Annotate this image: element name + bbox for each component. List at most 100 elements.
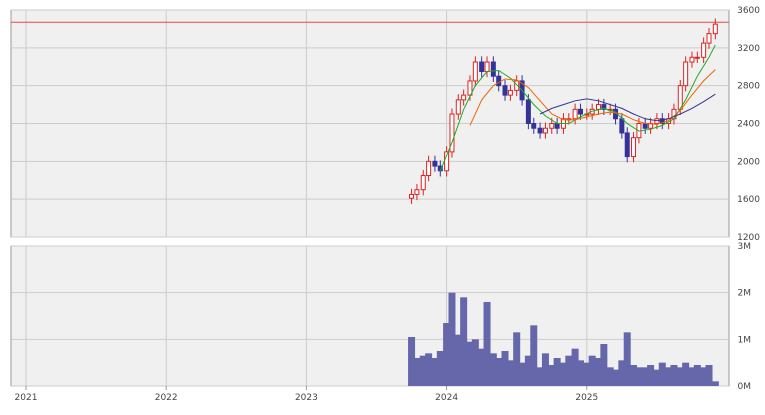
- volume-bar: [478, 348, 486, 386]
- candle-body: [689, 56, 695, 63]
- candle-body: [420, 175, 426, 191]
- volume-bar: [670, 365, 678, 386]
- volume-bar: [565, 355, 573, 386]
- volume-bar: [436, 351, 444, 386]
- volume-tick-label: 2M: [738, 289, 752, 299]
- candle-body: [514, 80, 520, 91]
- candle-body: [572, 108, 578, 120]
- volume-bar: [658, 362, 666, 386]
- volume-bar: [700, 367, 708, 386]
- candle-body: [484, 61, 490, 72]
- volume-plot-area: [10, 245, 730, 387]
- candle-body: [449, 113, 455, 153]
- volume-bar: [454, 334, 462, 386]
- volume-bar: [483, 302, 491, 386]
- volume-bar: [588, 355, 596, 386]
- volume-bar: [530, 325, 538, 386]
- volume-bar: [489, 353, 497, 386]
- volume-bar: [460, 297, 468, 386]
- volume-bar: [518, 362, 526, 386]
- x-tick-label: 2025: [575, 393, 598, 403]
- volume-bar: [618, 360, 626, 386]
- candle-body: [642, 123, 648, 129]
- x-tick-label: 2024: [435, 393, 458, 403]
- candle-body: [619, 118, 625, 134]
- volume-bar: [466, 341, 474, 386]
- candle-body: [542, 127, 548, 134]
- candle-body: [549, 123, 555, 129]
- volume-bar: [553, 358, 561, 386]
- ma-short-line: [439, 44, 716, 171]
- candle-body: [531, 123, 537, 129]
- volume-tick-label: 3M: [738, 242, 752, 252]
- x-axis: 2021 2022 2023 2024 2025: [15, 386, 598, 403]
- volume-bar: [524, 355, 532, 386]
- candle-body: [595, 104, 601, 110]
- candle-body: [577, 108, 583, 115]
- volume-bar: [513, 332, 521, 386]
- price-panel: 1200 1600 2000 2400 2800 3200 3600: [10, 6, 760, 243]
- volume-tick-label: 0M: [738, 382, 752, 392]
- ma-mid-line: [469, 69, 716, 126]
- volume-bar: [641, 367, 649, 386]
- price-tick-label: 1600: [737, 195, 760, 205]
- candle-body: [414, 189, 420, 195]
- volume-bar: [682, 362, 690, 386]
- candle-body: [712, 23, 718, 35]
- volume-bar: [501, 351, 509, 386]
- volume-bar: [647, 365, 655, 386]
- volume-bar: [571, 348, 579, 386]
- volume-bar: [448, 292, 456, 386]
- volume-bar: [665, 367, 673, 386]
- price-tick-label: 1200: [737, 233, 760, 243]
- candle-body: [683, 61, 689, 87]
- volume-bar: [653, 369, 661, 386]
- candle-body: [601, 104, 607, 110]
- x-tick-label: 2022: [155, 393, 178, 403]
- candle-body: [502, 85, 508, 96]
- candle-body: [701, 42, 707, 58]
- volume-bar: [443, 323, 451, 386]
- x-tick-label: 2021: [15, 393, 38, 403]
- candle-body: [479, 61, 485, 72]
- candle-body: [472, 61, 478, 82]
- candle-body: [537, 127, 543, 134]
- price-tick-label: 2000: [737, 157, 760, 167]
- candle-body: [706, 33, 712, 44]
- candle-body: [490, 61, 496, 77]
- volume-bar: [705, 365, 713, 386]
- candle-body: [554, 123, 560, 129]
- volume-bar: [408, 337, 416, 386]
- price-tick-label: 3600: [737, 6, 760, 16]
- candle-body: [432, 160, 438, 167]
- volume-bar: [594, 358, 602, 386]
- volume-bar: [630, 365, 638, 386]
- candle-body: [694, 56, 700, 59]
- volume-bar: [413, 358, 421, 386]
- candle-body: [409, 193, 415, 199]
- volume-bar: [471, 339, 479, 386]
- candle-body: [496, 75, 502, 87]
- candle-body: [525, 99, 531, 124]
- volume-bar: [576, 360, 584, 386]
- volume-bar: [559, 362, 567, 386]
- candle-body: [659, 118, 665, 125]
- price-tick-label: 2800: [737, 82, 760, 92]
- volume-bar: [606, 367, 614, 386]
- volume-bar: [612, 369, 620, 386]
- candle-body: [455, 99, 461, 115]
- volume-bar: [548, 365, 556, 386]
- volume-bar: [635, 367, 643, 386]
- volume-bar: [419, 355, 427, 386]
- price-tick-label: 3200: [737, 44, 760, 54]
- candle-body: [426, 160, 432, 177]
- volume-panel: 0M 1M 2M 3M: [10, 242, 752, 392]
- volume-bar: [495, 358, 503, 386]
- volume-bar: [536, 367, 544, 386]
- volume-bar: [623, 332, 631, 386]
- volume-bar: [431, 358, 439, 386]
- volume-bar: [688, 367, 696, 386]
- candle-body: [461, 94, 467, 101]
